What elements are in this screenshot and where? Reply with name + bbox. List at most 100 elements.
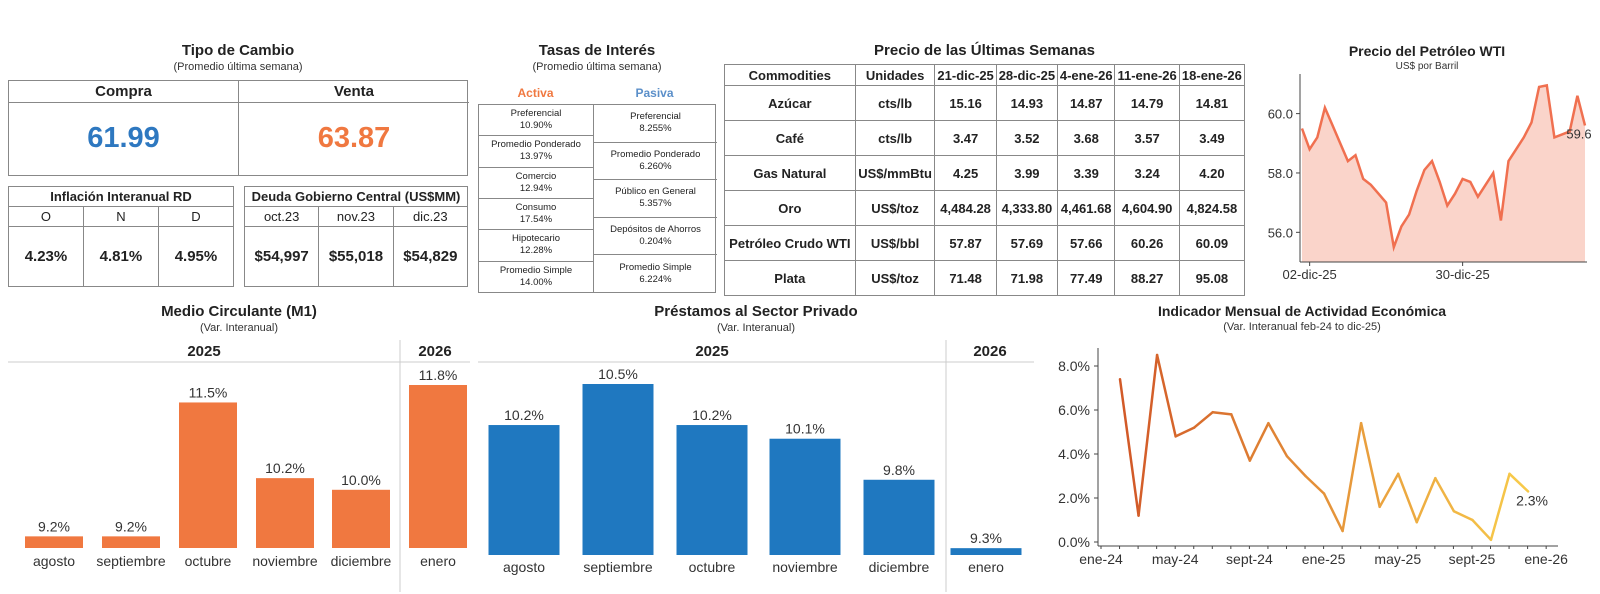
line-segment: [1396, 472, 1419, 524]
rate-value: 13.97%: [519, 151, 553, 163]
bar-value-label: 10.2%: [692, 407, 732, 423]
inflation-value: 4.23%: [8, 226, 84, 287]
rate-name: Promedio Simple: [499, 264, 573, 276]
active-rates-column: Preferencial 10.90% Promedio Ponderado 13.…: [479, 105, 594, 292]
y-tick-label: 0.0%: [1058, 534, 1090, 550]
line-segment: [1341, 421, 1363, 533]
commodity-unit: cts/lb: [854, 120, 936, 156]
bar-value-label: 10.1%: [785, 421, 825, 437]
bar-value-label: 11.5%: [189, 384, 228, 400]
buy-label: Compra: [9, 81, 238, 103]
rate-value: 6.260%: [639, 160, 672, 172]
rate-cell: Promedio Simple 14.00%: [479, 262, 593, 292]
chart-subtitle: (Var. Interanual): [200, 322, 278, 334]
line-segment: [1192, 410, 1214, 429]
bar-value-label: 10.5%: [598, 366, 638, 382]
inflation-value: 4.95%: [157, 226, 235, 287]
line-segment: [1434, 476, 1456, 513]
commodity-price: 4.20: [1178, 155, 1246, 191]
line-segment: [1359, 421, 1381, 509]
y-tick-label: 2.0%: [1058, 490, 1090, 506]
chart-subtitle: (Var. Interanual feb-24 to dic-25): [1223, 321, 1381, 333]
y-tick-label: 56.0: [1268, 225, 1293, 240]
line-segment: [1118, 377, 1140, 517]
commodity-price: 77.49: [1057, 260, 1116, 296]
commodity-unit: US$/toz: [854, 190, 936, 226]
bar-value-label: 9.8%: [883, 462, 915, 478]
bar: [409, 385, 467, 548]
inflation-month: O: [8, 206, 84, 227]
inflation-value: 4.81%: [82, 226, 159, 287]
x-tick-label: sept-25: [1449, 551, 1496, 567]
rate-cell: Depósitos de Ahorros 0.204%: [594, 218, 717, 256]
rate-value: 5.357%: [639, 198, 672, 210]
inflation-title: Inflación Interanual RD: [8, 186, 234, 207]
line-segment: [1267, 421, 1289, 458]
bar: [863, 479, 935, 555]
commodity-price: 60.09: [1178, 225, 1246, 261]
commodity-unit: US$/mmBtu: [854, 155, 936, 191]
commodities-header: Unidades: [854, 64, 936, 86]
commodity-price: 3.68: [1057, 120, 1116, 156]
commodity-name: Café: [724, 120, 856, 156]
line-segment: [1322, 492, 1344, 533]
commodity-price: 14.79: [1114, 85, 1180, 121]
commodity-price: 71.48: [934, 260, 997, 296]
rate-name: Preferencial: [510, 108, 562, 120]
inflation-table: Inflación Interanual RD O N D 4.23% 4.81…: [8, 186, 235, 287]
bar-value-label: 10.0%: [341, 472, 381, 488]
bar-value-label: 9.3%: [970, 530, 1002, 546]
commodity-price: 4,461.68: [1057, 190, 1116, 226]
commodity-name: Oro: [724, 190, 856, 226]
rate-name: Consumo: [515, 202, 557, 214]
commodity-price: 3.24: [1114, 155, 1180, 191]
category-label: enero: [968, 559, 1004, 575]
commodity-price: 4,824.58: [1178, 190, 1246, 226]
commodity-price: 3.52: [995, 120, 1059, 156]
x-tick-label: ene-25: [1302, 551, 1346, 567]
x-tick-label: ene-26: [1524, 551, 1568, 567]
group-label: 2026: [973, 343, 1006, 360]
commodities-title: Precio de las Últimas Semanas: [874, 42, 1095, 59]
rate-name: Preferencial: [630, 111, 681, 123]
group-label: 2025: [187, 343, 220, 360]
category-label: agosto: [503, 559, 545, 575]
bar: [332, 489, 390, 548]
y-tick-label: 4.0%: [1058, 446, 1090, 462]
exchange-panel: Compra 61.99 Venta 63.87: [8, 80, 469, 176]
rate-cell: Hipotecario 12.28%: [479, 230, 593, 262]
category-label: diciembre: [869, 559, 930, 575]
bar-value-label: 10.2%: [265, 460, 305, 476]
commodity-price: 57.66: [1057, 225, 1116, 261]
table-row: Oro US$/toz 4,484.28 4,333.80 4,461.68 4…: [724, 190, 1246, 226]
commodity-price: 57.87: [934, 225, 997, 261]
rate-name: Promedio Ponderado: [491, 139, 581, 151]
line-segment: [1211, 410, 1233, 416]
rate-cell: Preferencial 8.255%: [594, 105, 717, 143]
commodity-price: 4.25: [934, 155, 997, 191]
active-label: Activa: [517, 86, 554, 100]
loans-chart: Préstamos al Sector Privado (Var. Interan…: [478, 303, 1034, 592]
rate-value: 0.204%: [639, 236, 672, 248]
bar: [25, 536, 83, 548]
rate-value: 12.94%: [519, 182, 553, 194]
commodity-price: 95.08: [1178, 260, 1246, 296]
category-label: noviembre: [252, 553, 318, 569]
bar-value-label: 9.2%: [115, 518, 147, 534]
category-label: enero: [420, 553, 456, 569]
commodity-price: 60.26: [1114, 225, 1180, 261]
commodity-unit: cts/lb: [854, 85, 936, 121]
rate-cell: Promedio Simple 6.224%: [594, 255, 717, 292]
bar: [102, 536, 160, 548]
commodities-header: 21-dic-25: [934, 64, 997, 86]
chart-title: Medio Circulante (M1): [161, 303, 317, 320]
wti-chart: Precio del Petróleo WTI US$ por Barril 56.…: [1268, 43, 1592, 282]
rate-name: Promedio Simple: [619, 261, 692, 273]
commodities-header: 18-ene-26: [1178, 64, 1246, 86]
line-segment: [1248, 421, 1270, 462]
category-label: octubre: [185, 553, 232, 569]
commodity-price: 3.57: [1114, 120, 1180, 156]
line-segment: [1137, 353, 1159, 517]
y-tick-label: 58.0: [1268, 166, 1293, 181]
rate-cell: Consumo 17.54%: [479, 199, 593, 231]
